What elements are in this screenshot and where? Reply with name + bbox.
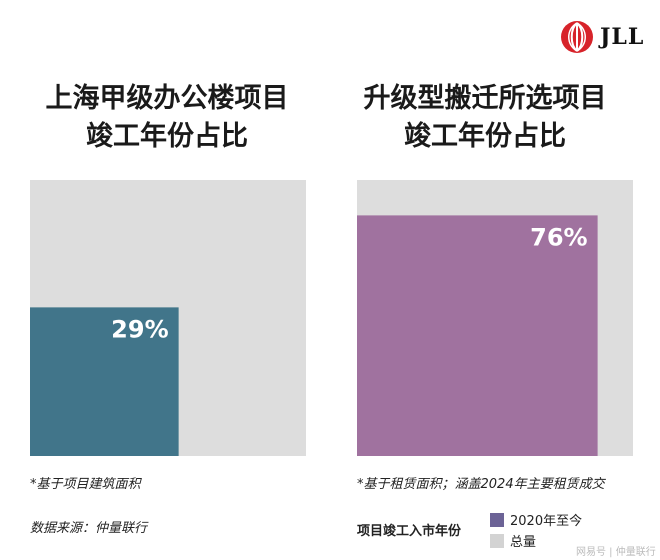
data-source: 数据来源：仲量联行 [30, 521, 148, 536]
legend-label-total: 总量 [510, 535, 537, 550]
jll-logo-icon [561, 21, 593, 53]
logo-text: JLL [600, 24, 645, 50]
right-share-area [357, 215, 598, 456]
left-footnote: *基于项目建筑面积 [30, 477, 141, 492]
watermark: 网易号 | 仲量联行 [576, 547, 656, 558]
legend-item-total: 总量 [490, 531, 536, 550]
right-title-line-2: 竣工年份占比 [404, 121, 566, 152]
right-chart-title: 升级型搬迁所选项目 竣工年份占比 [340, 80, 630, 156]
right-share-label: 76% [530, 223, 587, 251]
left-title-line-1: 上海甲级办公楼项目 [45, 83, 289, 114]
jll-logo: JLL [560, 20, 644, 54]
right-title-line-1: 升级型搬迁所选项目 [363, 83, 607, 114]
left-share-area [30, 307, 179, 456]
legend-label-recent: 2020年至今 [510, 514, 583, 529]
legend-swatch-total [490, 533, 504, 548]
legend-title: 项目竣工入市年份 [357, 524, 462, 539]
legend-swatch-recent [490, 512, 504, 527]
left-title-line-2: 竣工年份占比 [86, 121, 248, 152]
right-footnote: *基于租赁面积；涵盖2024年主要租赁成交 [357, 477, 605, 492]
left-chart-title: 上海甲级办公楼项目 竣工年份占比 [22, 80, 312, 156]
legend-item-recent: 2020年至今 [490, 510, 582, 529]
left-share-label: 29% [111, 315, 168, 343]
